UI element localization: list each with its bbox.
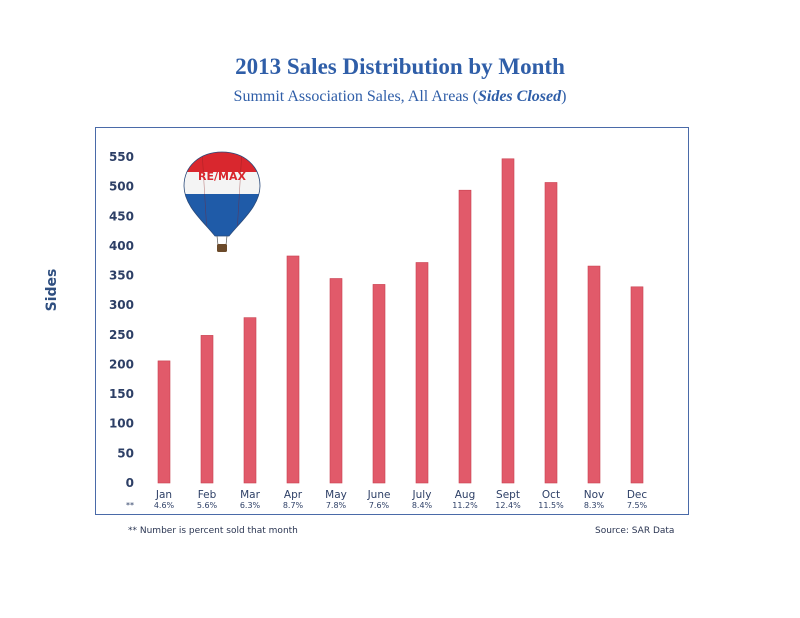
y-tick-label: 0 xyxy=(126,476,134,490)
percent-label: 4.6% xyxy=(154,501,175,510)
y-tick-label: 500 xyxy=(109,180,134,194)
y-tick-label: 150 xyxy=(109,387,134,401)
x-category-label: Oct xyxy=(542,489,560,501)
x-category-label: Apr xyxy=(284,489,303,501)
bar-mar xyxy=(243,317,257,484)
bar-may xyxy=(329,278,343,484)
x-category-label: Dec xyxy=(627,489,648,501)
percent-label: 5.6% xyxy=(197,501,218,510)
y-tick-label: 200 xyxy=(109,357,134,371)
percent-labels: 4.6% 5.6% 6.3% 8.7% 7.8% 7.6% 8.4% 11.2% 12.4% 11… xyxy=(126,501,648,510)
bar-dec xyxy=(630,286,644,484)
y-tick-label: 350 xyxy=(109,269,134,283)
footnote: ** Number is percent sold that month xyxy=(128,526,298,536)
y-tick-label: 300 xyxy=(109,298,134,312)
bar-feb xyxy=(200,335,214,484)
x-category-label: May xyxy=(325,489,347,501)
chart-title: 2013 Sales Distribution by Month xyxy=(235,54,565,79)
percent-marker: ** xyxy=(126,501,134,510)
chart-subtitle: Summit Association Sales, All Areas (Sid… xyxy=(233,88,567,105)
subtitle-emphasis: Sides Closed xyxy=(477,88,562,105)
bar-july xyxy=(415,262,429,484)
remax-balloon-logo: RE/MAX xyxy=(183,151,261,252)
percent-label: 7.6% xyxy=(369,501,390,510)
logo-wordmark: RE/MAX xyxy=(198,170,246,183)
percent-label: 6.3% xyxy=(240,501,261,510)
y-tick-label: 100 xyxy=(109,417,134,431)
percent-label: 8.7% xyxy=(283,501,304,510)
x-category-label: Sept xyxy=(496,489,520,501)
y-tick-label: 400 xyxy=(109,239,134,253)
bar-nov xyxy=(587,265,601,484)
x-category-label: Aug xyxy=(455,489,476,501)
percent-label: 11.5% xyxy=(538,501,564,510)
bar-sept xyxy=(501,158,515,484)
percent-label: 12.4% xyxy=(495,501,521,510)
bar-june xyxy=(372,284,386,484)
x-category-label: Feb xyxy=(198,489,217,501)
bar-aug xyxy=(458,189,472,484)
bar-oct xyxy=(544,182,558,484)
x-category-label: June xyxy=(367,489,391,501)
percent-label: 7.8% xyxy=(326,501,347,510)
percent-label: 8.4% xyxy=(412,501,433,510)
bar-jan xyxy=(157,360,171,484)
percent-label: 11.2% xyxy=(452,501,478,510)
x-category-label: July xyxy=(412,489,432,501)
x-axis-categories: Jan Feb Mar Apr May June July Aug Sept Oct Nov Dec xyxy=(155,489,647,501)
percent-label: 7.5% xyxy=(627,501,648,510)
bars xyxy=(157,158,644,484)
y-tick-label: 250 xyxy=(109,328,134,342)
x-category-label: Nov xyxy=(584,489,605,501)
x-category-label: Jan xyxy=(155,489,172,501)
y-tick-label: 550 xyxy=(109,150,134,164)
y-tick-label: 50 xyxy=(117,446,134,460)
y-axis-ticks: 0 50 100 150 200 250 300 350 400 450 500 550 xyxy=(109,150,134,490)
y-tick-label: 450 xyxy=(109,209,134,223)
x-category-label: Mar xyxy=(240,489,260,501)
chart-frame xyxy=(95,127,689,515)
source-note: Source: SAR Data xyxy=(595,526,675,536)
percent-label: 8.3% xyxy=(584,501,605,510)
bar-apr xyxy=(286,255,300,484)
